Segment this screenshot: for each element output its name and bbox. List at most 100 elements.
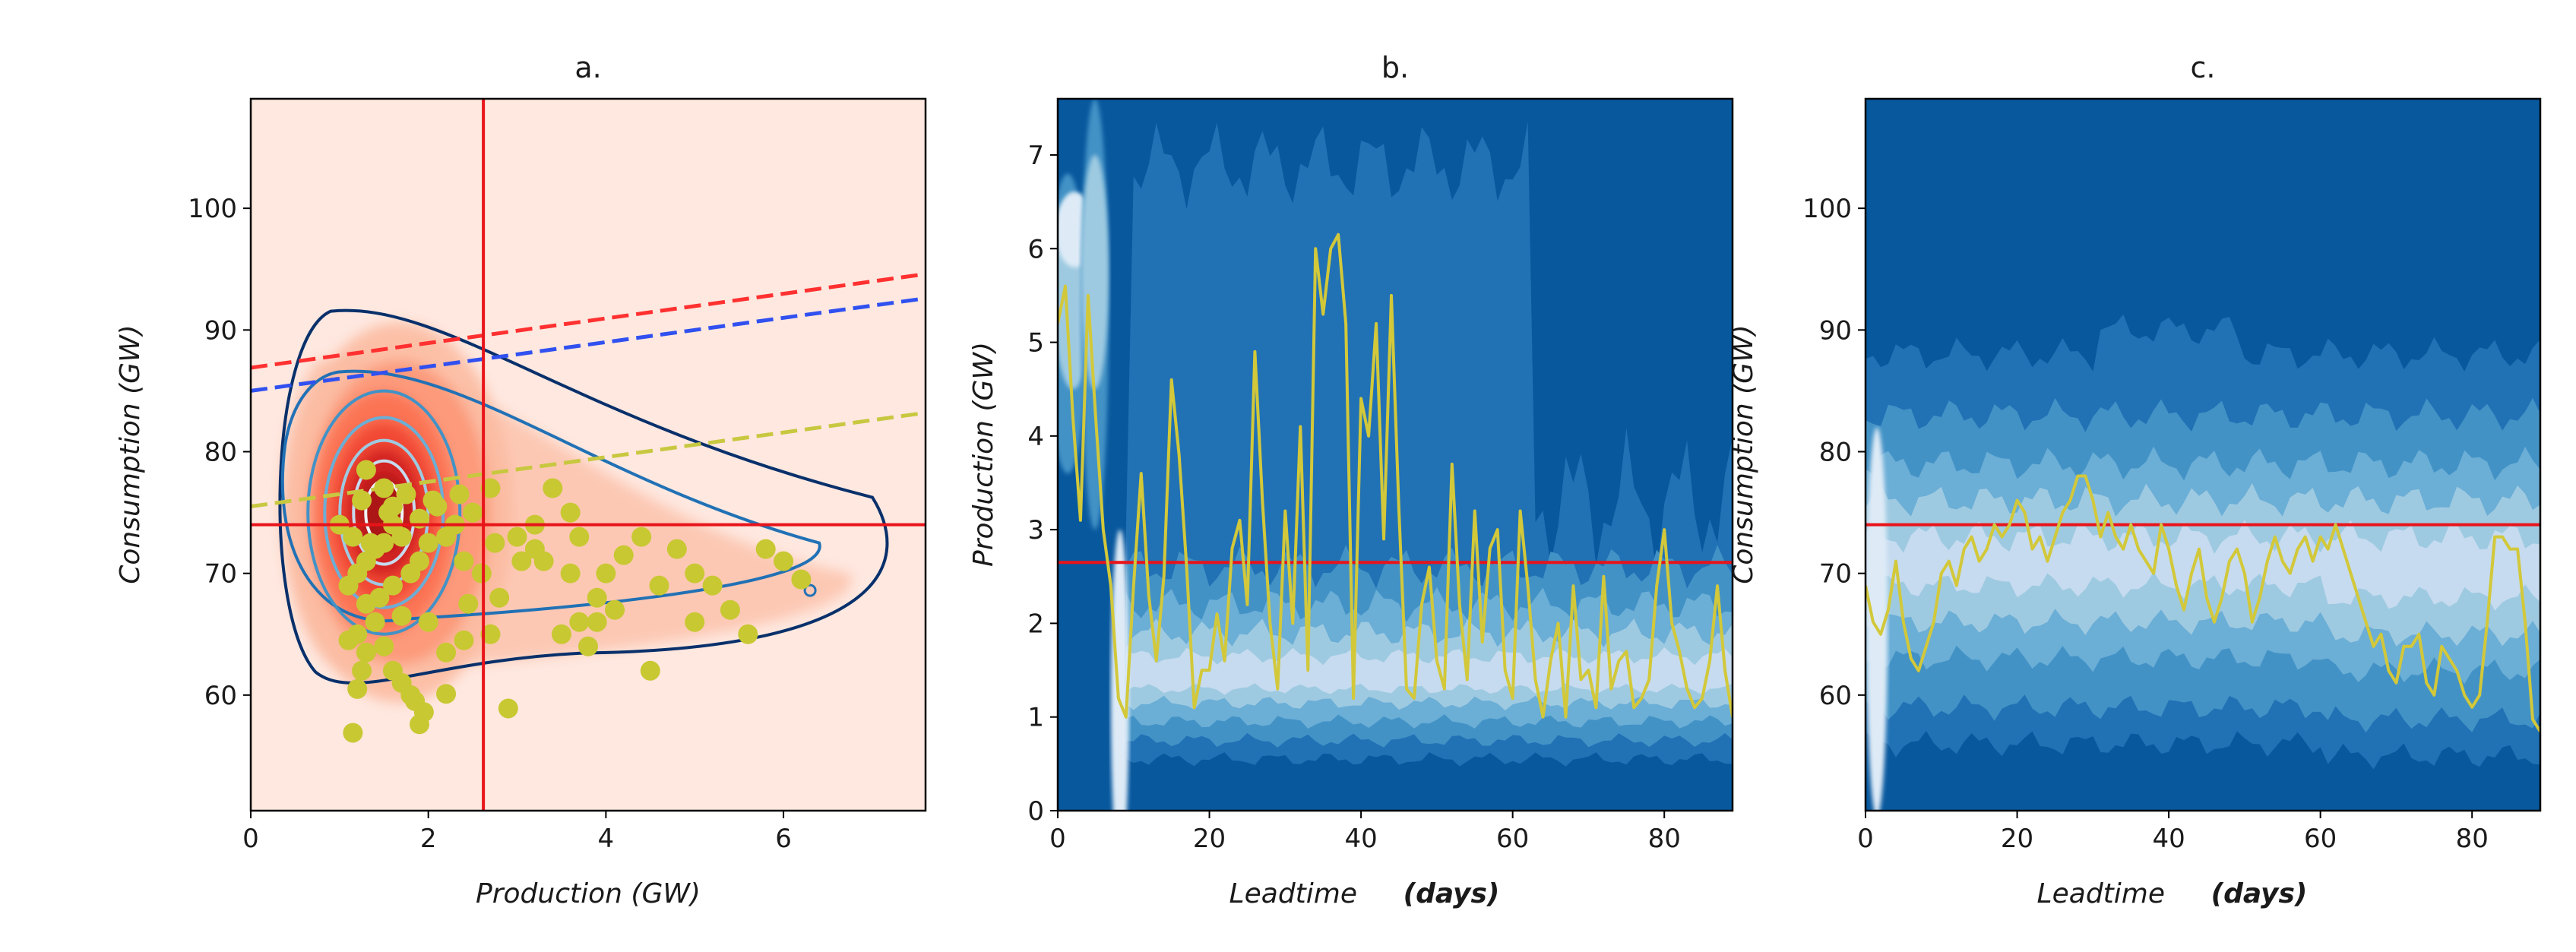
scatter-point (454, 551, 474, 571)
density-contour-inner (306, 389, 462, 636)
x-tick-label: 60 (1496, 824, 1529, 854)
scatter-point (449, 484, 470, 504)
panel-c-ylabel: Consumption (GW) (1728, 324, 1759, 584)
y-axis-ticks: 60 70 80 90 100 (1802, 194, 1866, 711)
scatter-point (454, 630, 474, 650)
panel-a-title: a. (574, 51, 601, 84)
scatter-point (374, 636, 394, 656)
scatter-point (436, 642, 457, 663)
panel-a-ylabel: Consumption (GW) (115, 324, 146, 584)
panel-b: 0 20 40 60 80 0 1 2 3 4 5 6 7 b. Leadtime (days) Pr… (968, 51, 1734, 909)
y-tick-label: 7 (1027, 141, 1044, 171)
y-axis-ticks: 60 70 80 90 100 (188, 194, 251, 711)
x-tick-label: 40 (1344, 824, 1377, 854)
consumption-trace (1866, 474, 2540, 732)
scatter-point (738, 624, 758, 644)
y-tick-label: 80 (204, 437, 237, 467)
dashed-trend-line (251, 272, 926, 370)
density-contour-island (803, 584, 817, 597)
scatter-point (666, 539, 687, 559)
panel-b-xlabel-unit: (days) (1404, 878, 1500, 909)
scatter-point (551, 624, 571, 644)
scatter-point (569, 612, 590, 632)
x-tick-label: 80 (1648, 824, 1681, 854)
scatter-point (391, 527, 412, 547)
scatter-point (418, 612, 438, 632)
y-tick-label: 1 (1027, 703, 1044, 733)
density-streak (1110, 530, 1129, 811)
scatter-point (458, 593, 479, 614)
x-tick-label: 6 (775, 824, 792, 854)
y-tick-label: 90 (204, 315, 237, 346)
y-tick-label: 3 (1027, 515, 1044, 546)
scatter-point (410, 714, 429, 735)
scatter-point (720, 599, 740, 620)
scatter-point (352, 490, 372, 511)
scatter-point (605, 599, 625, 620)
panel-a-xlabel: Production (GW) (476, 878, 701, 909)
scatter-point (471, 563, 492, 584)
y-tick-label: 60 (1819, 681, 1852, 711)
panel-b-ylabel: Production (GW) (968, 342, 999, 567)
scatter-point (338, 575, 359, 596)
scatter-point (640, 660, 660, 681)
panel-c-xlabel-unit: (days) (2211, 878, 2308, 909)
panel-a: 0 2 4 6 60 70 80 90 100 a. Production (GW) Cons… (115, 51, 927, 909)
y-tick-label: 100 (188, 194, 237, 224)
scatter-point (347, 624, 368, 644)
scatter-point (480, 624, 501, 644)
scatter-point (356, 642, 376, 663)
scatter-point (360, 533, 381, 553)
density-streaks (1058, 99, 1129, 811)
x-tick-label: 2 (420, 824, 437, 854)
scatter-point (613, 545, 634, 565)
scatter-points (329, 460, 812, 743)
scatter-point (352, 660, 372, 681)
scatter-point (587, 587, 607, 608)
scatter-point (649, 575, 669, 596)
scatter-point (422, 490, 443, 511)
scatter-point (418, 533, 438, 553)
panel-c: 0 20 40 60 80 60 70 80 90 100 c. Leadtime (days)… (1728, 51, 2542, 909)
scatter-point (543, 478, 563, 498)
scatter-point (587, 612, 607, 632)
scatter-point (382, 496, 403, 517)
scatter-point (374, 478, 394, 498)
y-tick-label: 100 (1802, 194, 1852, 224)
scatter-point (396, 484, 416, 504)
scatter-point (356, 593, 376, 614)
y-tick-label: 70 (1819, 559, 1852, 590)
y-tick-label: 70 (204, 559, 237, 590)
x-tick-label: 0 (242, 824, 259, 854)
density-contour-outer (278, 308, 889, 685)
scatter-point (498, 698, 518, 719)
x-tick-label: 0 (1049, 824, 1066, 854)
scatter-point (485, 533, 505, 553)
scatter-point (507, 527, 527, 547)
scatter-point (791, 569, 812, 590)
scatter-point (343, 723, 363, 743)
x-tick-label: 40 (2152, 824, 2185, 854)
panel-b-frame (1056, 97, 1734, 812)
scatter-point (480, 478, 501, 498)
scatter-point (436, 684, 457, 704)
scatter-point (560, 502, 581, 523)
scatter-point (631, 527, 652, 547)
scatter-point (569, 527, 590, 547)
scatter-point (596, 563, 616, 584)
panel-c-frame (1864, 97, 2542, 812)
y-tick-label: 80 (1819, 437, 1852, 467)
x-tick-label: 60 (2304, 824, 2337, 854)
scatter-point (391, 606, 412, 626)
panel-a-frame (249, 97, 927, 812)
scatter-point (685, 612, 705, 632)
y-tick-label: 0 (1027, 796, 1044, 827)
y-tick-label: 60 (204, 681, 237, 711)
dashed-trend-line (251, 296, 926, 393)
production-trace (1058, 232, 1733, 719)
scatter-point (533, 551, 554, 571)
x-tick-label: 0 (1857, 824, 1874, 854)
y-tick-label: 6 (1027, 234, 1044, 264)
scatter-point (702, 575, 723, 596)
